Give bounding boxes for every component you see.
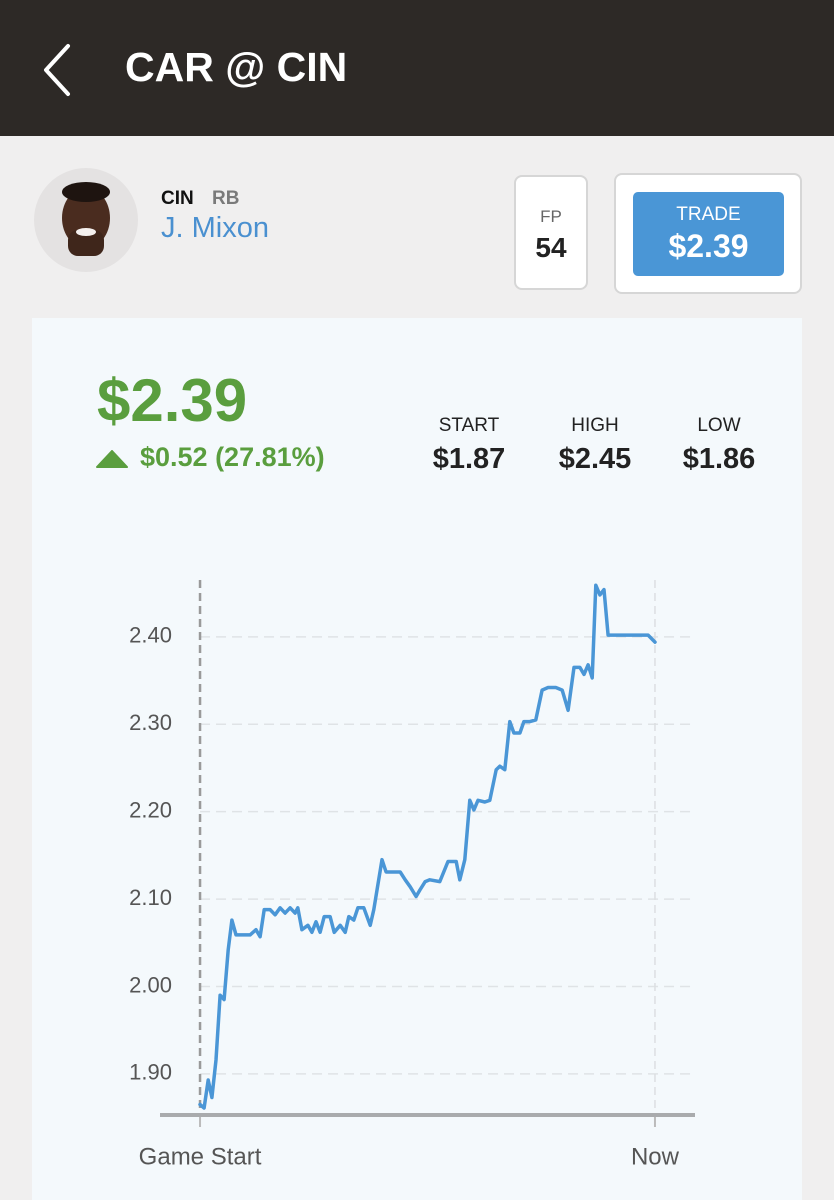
fp-box: FP 54 <box>514 175 588 290</box>
trade-label: TRADE <box>676 204 741 225</box>
trade-price: $2.39 <box>668 228 749 264</box>
current-price: $2.39 <box>97 367 248 434</box>
stat-label: HIGH <box>571 415 619 436</box>
player-name[interactable]: J. Mixon <box>161 212 269 244</box>
header <box>0 0 834 136</box>
stat-label: START <box>438 415 500 436</box>
back-button[interactable] <box>38 40 78 100</box>
stat: START $1.87 <box>399 415 539 476</box>
fp-label: FP <box>540 207 562 226</box>
header-title: CAR @ CIN <box>125 44 348 90</box>
player-position: RB <box>212 188 240 209</box>
fp-value: 54 <box>535 232 567 263</box>
trade-box: TRADE $2.39 <box>614 173 802 294</box>
stat-value: $1.86 <box>682 443 756 475</box>
player-avatar <box>34 168 138 272</box>
stat: LOW $1.86 <box>649 415 789 476</box>
stat: HIGH $2.45 <box>525 415 665 476</box>
stat-label: LOW <box>697 415 741 436</box>
trade-button[interactable]: TRADE $2.39 <box>633 192 784 276</box>
up-arrow <box>96 450 128 468</box>
price-change: $0.52 (27.81%) <box>140 442 325 472</box>
player-team: CIN <box>161 188 194 209</box>
stat-value: $2.45 <box>558 443 632 475</box>
stat-value: $1.87 <box>432 443 506 475</box>
